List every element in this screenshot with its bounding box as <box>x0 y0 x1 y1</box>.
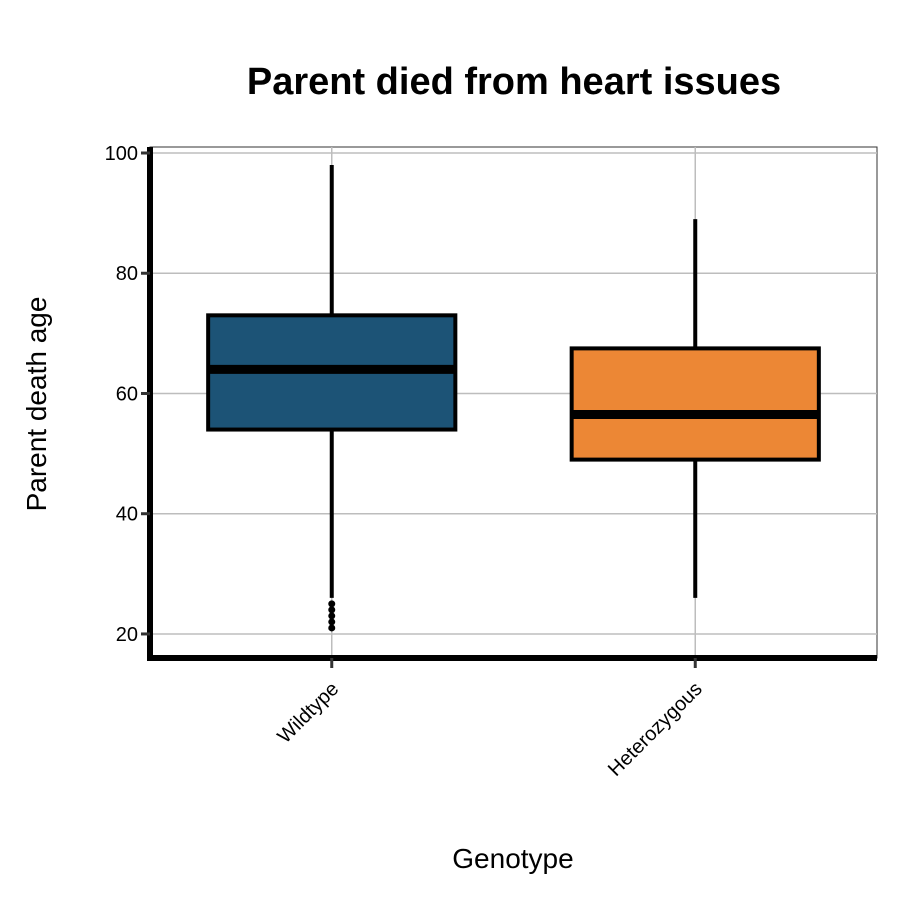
box-heterozygous <box>569 219 821 598</box>
chart-title: Parent died from heart issues <box>247 61 781 103</box>
outlier-point <box>328 612 336 620</box>
box-iqr <box>569 346 821 462</box>
outlier-point <box>328 618 336 626</box>
x-axis-title: Genotype <box>452 843 573 874</box>
y-tick-label: 40 <box>116 504 138 526</box>
x-tick-label: Wildtype <box>273 678 343 748</box>
outlier-point <box>328 606 336 614</box>
y-tick-label: 60 <box>116 383 138 405</box>
y-tick-label: 100 <box>105 143 138 165</box>
x-tick-label: Heterozygous <box>604 678 707 781</box>
y-tick-label: 20 <box>116 624 138 646</box>
outlier-point <box>328 624 336 632</box>
box-wildtype <box>206 165 458 632</box>
y-tick-label: 80 <box>116 263 138 285</box>
outlier-point <box>328 600 336 608</box>
y-axis-title: Parent death age <box>21 297 52 512</box>
boxes <box>206 165 821 632</box>
axes <box>147 147 877 661</box>
